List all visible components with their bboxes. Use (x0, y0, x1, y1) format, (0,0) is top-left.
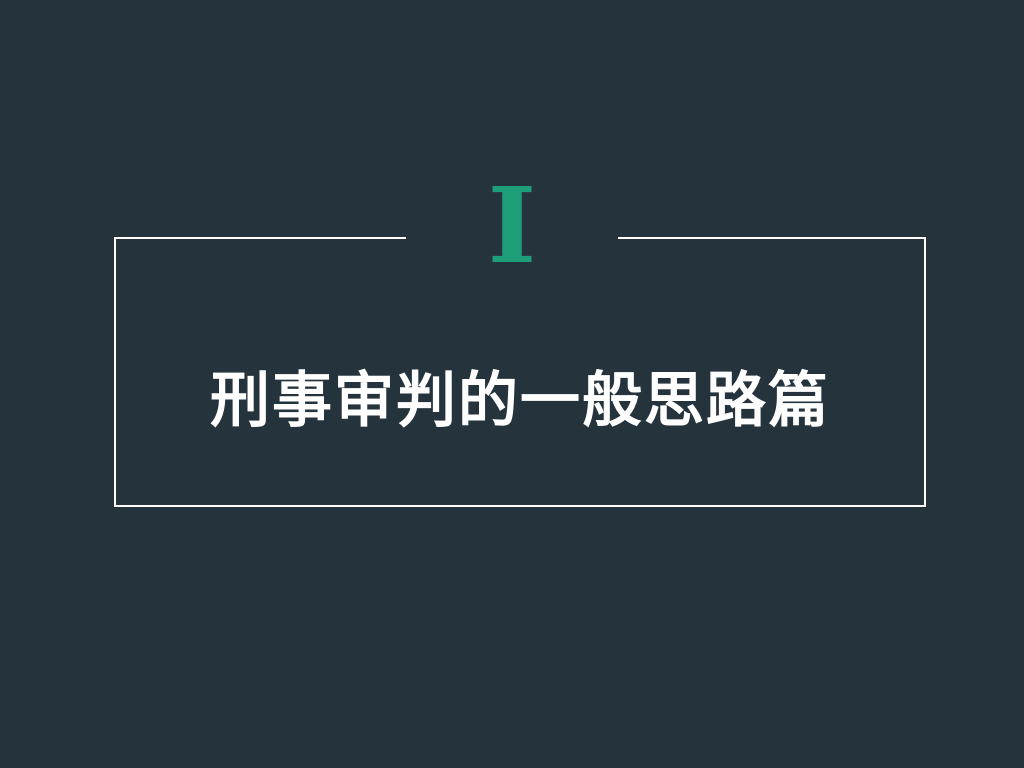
frame-top-right-line (618, 237, 926, 239)
frame-left-line (114, 237, 116, 507)
section-numeral: I (487, 164, 537, 287)
slide-title: 刑事审判的一般思路篇 (210, 366, 830, 436)
frame-bottom-line (114, 505, 926, 507)
frame-right-line (924, 237, 926, 507)
frame-top-left-line (114, 237, 406, 239)
